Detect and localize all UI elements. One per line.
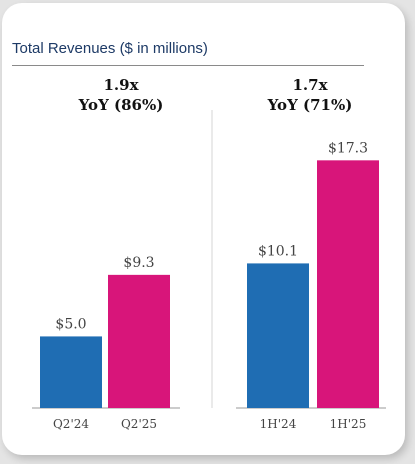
chart-title: Total Revenues ($ in millions) — [12, 40, 208, 57]
category-label-q224: Q2'24 — [53, 417, 89, 431]
title-divider — [12, 65, 364, 66]
panel-halfyear: $10.1 1H'24 $17.3 1H'25 — [247, 140, 379, 431]
panel-quarter-growth-multiple: 1.9x — [103, 76, 139, 94]
bar-1h25 — [317, 160, 379, 408]
panel-quarter: $5.0 Q2'24 $9.3 Q2'25 — [40, 255, 170, 431]
category-label-1h25: 1H'25 — [330, 417, 367, 431]
value-label-q225: $9.3 — [123, 255, 154, 271]
bar-1h24 — [247, 263, 309, 408]
bar-q224 — [40, 336, 102, 408]
panel-halfyear-growth-multiple: 1.7x — [292, 76, 328, 94]
category-label-1h24: 1H'24 — [260, 417, 297, 431]
category-label-q225: Q2'25 — [121, 417, 157, 431]
panel-quarter-growth-yoy: YoY (86%) — [78, 96, 164, 114]
value-label-1h25: $17.3 — [328, 140, 368, 156]
panel-halfyear-growth-yoy: YoY (71%) — [267, 96, 353, 114]
value-label-1h24: $10.1 — [258, 243, 298, 259]
value-label-q224: $5.0 — [55, 316, 86, 332]
bar-q225 — [108, 274, 170, 408]
